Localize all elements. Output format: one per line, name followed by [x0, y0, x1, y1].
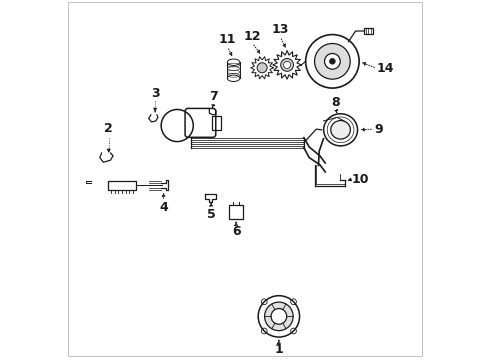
Circle shape — [284, 61, 291, 68]
Bar — [364, 28, 373, 33]
Text: 2: 2 — [104, 122, 113, 135]
Text: 8: 8 — [332, 96, 340, 109]
Text: 1: 1 — [274, 343, 283, 356]
Text: 5: 5 — [207, 208, 216, 221]
Circle shape — [265, 302, 293, 330]
Circle shape — [257, 63, 267, 73]
Text: 10: 10 — [352, 172, 369, 185]
Circle shape — [324, 54, 340, 69]
Text: 9: 9 — [374, 123, 383, 136]
Bar — [212, 116, 221, 130]
Bar — [229, 206, 243, 219]
Text: 13: 13 — [271, 23, 289, 36]
Text: 7: 7 — [209, 90, 218, 103]
Circle shape — [271, 309, 287, 324]
Circle shape — [330, 58, 335, 64]
Text: 6: 6 — [232, 225, 241, 238]
Text: 12: 12 — [244, 30, 261, 43]
Text: 4: 4 — [159, 201, 168, 214]
Text: 11: 11 — [219, 33, 236, 46]
Text: 14: 14 — [377, 62, 394, 75]
Ellipse shape — [331, 121, 350, 139]
Circle shape — [315, 44, 350, 79]
Circle shape — [281, 58, 294, 71]
Text: 3: 3 — [151, 86, 159, 99]
Bar — [108, 181, 136, 190]
